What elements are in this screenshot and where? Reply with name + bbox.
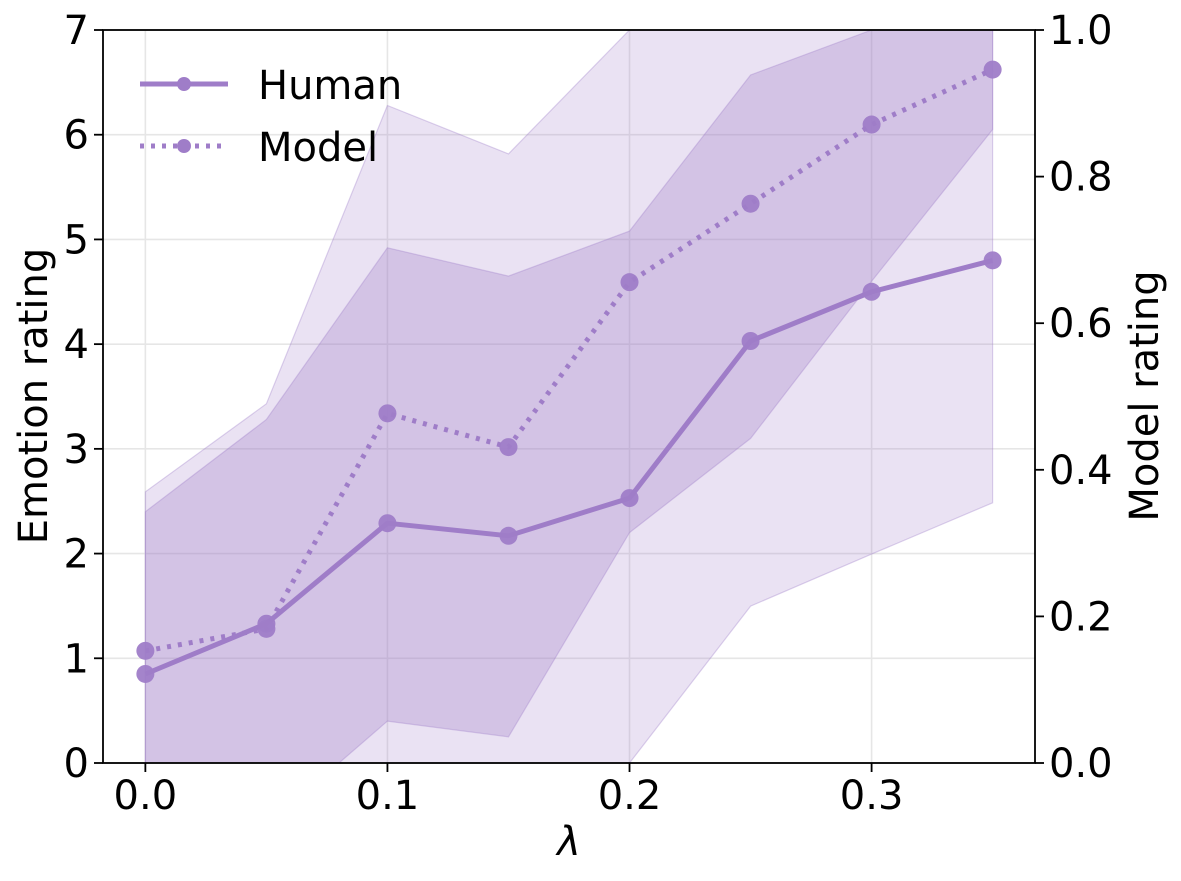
y-left-tick-label: 1 [64, 636, 89, 682]
point-human [741, 332, 760, 351]
point-human [378, 514, 397, 533]
y-right-tick-label: 0.8 [1049, 155, 1113, 201]
point-model [136, 641, 155, 660]
point-model [620, 273, 639, 292]
x-axis-ticks: 0.0 0.1 0.2 0.3 [114, 763, 904, 819]
y-left-tick-label: 2 [64, 532, 89, 578]
x-tick-label: 0.2 [598, 773, 662, 819]
y-left-axis-title: Emotion rating [11, 248, 57, 545]
point-model [378, 404, 397, 423]
point-human [136, 664, 155, 683]
point-model [257, 619, 276, 638]
y-left-tick-label: 0 [64, 741, 89, 787]
line-human [144, 257, 994, 677]
plot-frame [102, 29, 1036, 764]
y-left-tick-label: 4 [64, 322, 89, 368]
point-model [983, 60, 1002, 79]
y-left-tick-label: 3 [64, 427, 89, 473]
legend: Human Model [140, 63, 402, 171]
x-axis-title: λ [555, 819, 581, 865]
y-left-tick-label: 6 [64, 113, 89, 159]
series-lines [144, 67, 994, 677]
point-model [862, 115, 881, 134]
y-right-tick-label: 1.0 [1049, 8, 1113, 54]
point-model [499, 438, 518, 457]
confidence-bands [144, 30, 994, 763]
legend-human-label: Human [258, 63, 402, 109]
point-model [741, 194, 760, 213]
legend-human-marker [177, 77, 191, 91]
legend-model-label: Model [258, 125, 378, 171]
y-right-tick-label: 0.6 [1049, 301, 1113, 347]
band-human [144, 30, 994, 763]
legend-model-marker [177, 139, 191, 153]
x-tick-label: 0.1 [356, 773, 420, 819]
series-points [136, 60, 1002, 683]
x-tick-label: 0.0 [114, 773, 178, 819]
point-human [983, 251, 1002, 270]
y-left-axis-ticks: 0 1 2 3 4 5 6 7 [64, 8, 103, 787]
y-right-tick-label: 0.2 [1049, 594, 1113, 640]
y-right-axis-title: Model rating [1122, 270, 1168, 521]
y-right-tick-label: 0.4 [1049, 448, 1113, 494]
y-left-tick-label: 7 [64, 8, 89, 54]
point-human [499, 526, 518, 545]
y-right-tick-label: 0.0 [1049, 741, 1113, 787]
point-human [620, 489, 639, 508]
point-human [862, 282, 881, 301]
y-left-tick-label: 5 [64, 217, 89, 263]
y-right-axis-ticks: 0.0 0.2 0.4 0.6 0.8 1.0 [1035, 8, 1113, 787]
x-tick-label: 0.3 [840, 773, 904, 819]
band-model [144, 30, 994, 763]
